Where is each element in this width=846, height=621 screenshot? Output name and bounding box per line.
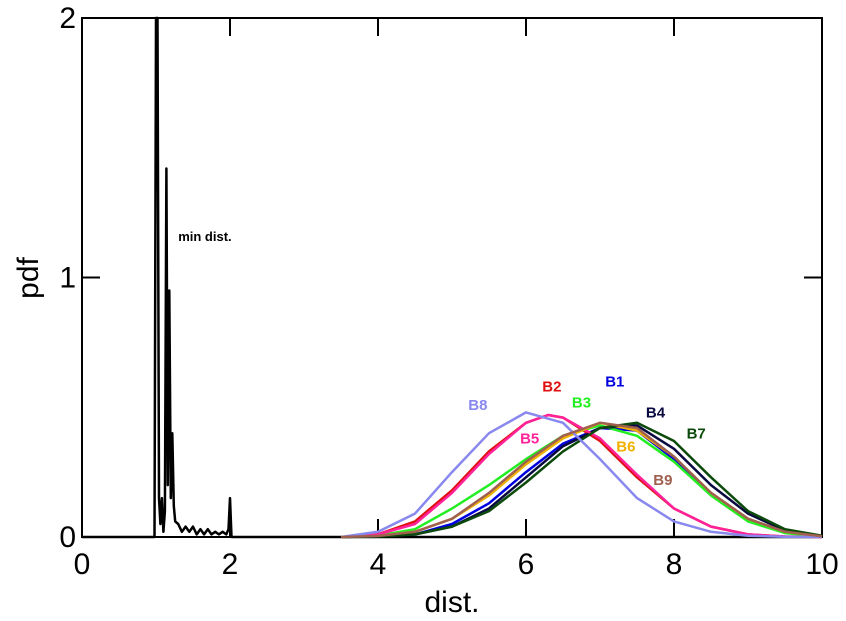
series-label-b2: B2 [542,379,561,396]
x-tick-label: 0 [74,548,91,581]
series-label-b1: B1 [605,373,624,390]
series-label-b8: B8 [468,397,487,414]
series-labels: B1 B2 B3 B4 B5 B6 B7 B8 B9 [468,373,705,489]
series-lines [82,16,823,539]
series-line-b8 [340,411,823,539]
y-tick-label: 0 [59,521,76,554]
series-line-b9 [340,421,823,539]
x-tick-label: 10 [805,548,838,581]
x-tick-label: 4 [370,548,387,581]
y-tick-label: 1 [59,262,76,295]
series-label-b3: B3 [572,394,591,411]
x-tick-label: 6 [518,548,535,581]
series-label-b5: B5 [520,431,539,448]
series-line-min-dist [82,16,822,539]
annotation-min-dist: min dist. [178,229,231,244]
series-label-b6: B6 [616,438,635,455]
x-tick-label: 2 [222,548,239,581]
x-axis-title: dist. [424,586,479,619]
axis-ticks [81,17,823,538]
series-label-b4: B4 [646,405,666,422]
x-tick-label: 8 [666,548,683,581]
y-tick-label: 2 [59,2,76,35]
series-label-b9: B9 [653,472,672,489]
y-axis-title: pdf [12,256,45,298]
series-line-b5 [340,413,823,539]
series-label-b7: B7 [687,425,706,442]
plot-frame [81,17,823,538]
axis-tick-labels: 0 2 4 6 8 10 0 1 2 [59,2,838,581]
